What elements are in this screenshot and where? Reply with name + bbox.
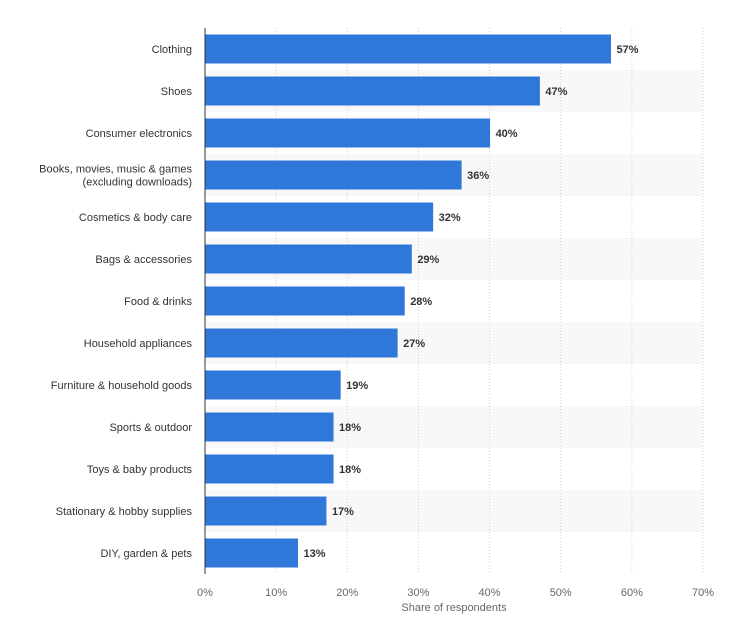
bar bbox=[205, 412, 334, 442]
value-label: 32% bbox=[439, 212, 461, 224]
x-tick-label: 50% bbox=[550, 587, 572, 599]
category-label: Food & drinks bbox=[124, 296, 192, 308]
value-labels: 57% 47% 40% 36% 32% 29% 28% 27% 19% 18% 18% 17% 13% bbox=[303, 44, 638, 560]
value-label: 17% bbox=[332, 506, 354, 518]
x-tick-label: 60% bbox=[621, 587, 643, 599]
value-label: 40% bbox=[496, 128, 518, 140]
category-label: Shoes bbox=[161, 86, 193, 98]
x-tick-label: 30% bbox=[407, 587, 429, 599]
bar bbox=[205, 76, 540, 106]
bar bbox=[205, 328, 398, 358]
bar bbox=[205, 370, 341, 400]
value-label: 47% bbox=[545, 86, 567, 98]
category-labels: Clothing Shoes Consumer electronics Books, … bbox=[39, 44, 192, 560]
value-label: 57% bbox=[617, 44, 639, 56]
value-label: 28% bbox=[410, 296, 432, 308]
category-label: Toys & baby products bbox=[87, 464, 193, 476]
bar bbox=[205, 160, 462, 190]
category-label: DIY, garden & pets bbox=[100, 548, 192, 560]
x-tick-label: 10% bbox=[265, 587, 287, 599]
bar bbox=[205, 454, 334, 484]
x-tick-label: 40% bbox=[479, 587, 501, 599]
bar bbox=[205, 286, 405, 316]
x-tick-label: 0% bbox=[197, 587, 213, 599]
value-label: 18% bbox=[339, 422, 361, 434]
category-label: Stationary & hobby supplies bbox=[56, 506, 193, 518]
value-label: 19% bbox=[346, 380, 368, 392]
category-label: Clothing bbox=[152, 44, 192, 56]
category-label: Cosmetics & body care bbox=[79, 212, 192, 224]
bar bbox=[205, 496, 327, 526]
x-tick-label: 70% bbox=[692, 587, 714, 599]
x-tick-labels: 0% 10% 20% 30% 40% 50% 60% 70% bbox=[197, 587, 714, 599]
x-axis-title: Share of respondents bbox=[401, 602, 507, 614]
bar bbox=[205, 244, 412, 274]
category-label: Sports & outdoor bbox=[109, 422, 192, 434]
bar bbox=[205, 202, 434, 232]
category-label: Bags & accessories bbox=[95, 254, 192, 266]
value-label: 27% bbox=[403, 338, 425, 350]
category-label: Books, movies, music & games (excluding d… bbox=[39, 164, 192, 189]
category-label: Furniture & household goods bbox=[51, 380, 193, 392]
bar bbox=[205, 34, 612, 64]
category-label: Household appliances bbox=[84, 338, 193, 350]
value-label: 29% bbox=[417, 254, 439, 266]
value-label: 13% bbox=[303, 548, 325, 560]
category-label: Consumer electronics bbox=[86, 128, 193, 140]
bars bbox=[205, 34, 612, 568]
bar bbox=[205, 538, 298, 568]
value-label: 18% bbox=[339, 464, 361, 476]
value-label: 36% bbox=[467, 170, 489, 182]
bar bbox=[205, 118, 491, 148]
x-tick-label: 20% bbox=[336, 587, 358, 599]
